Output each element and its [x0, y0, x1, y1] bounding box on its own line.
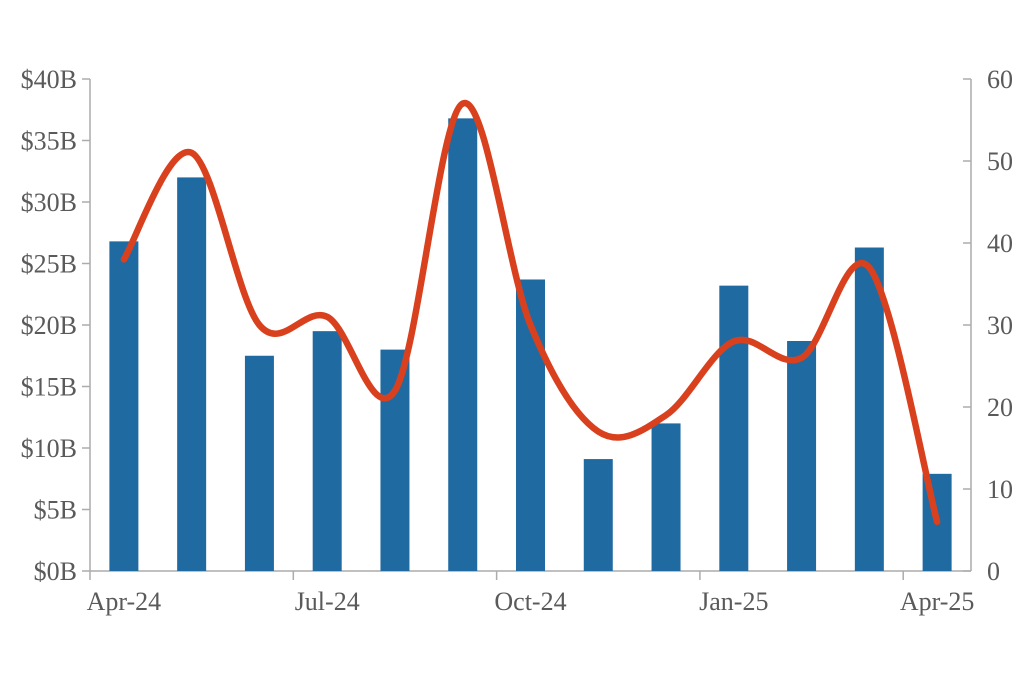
- bar-apr-24: [109, 241, 139, 572]
- bar-dec-24: [651, 423, 681, 571]
- right-axis-tick-label: 50: [987, 147, 1013, 176]
- left-axis-tick-label: $5B: [34, 496, 77, 525]
- left-axis-tick-label: $40B: [21, 65, 77, 94]
- x-axis-tick-label: Jan-25: [699, 587, 768, 616]
- bar-jun-24: [244, 355, 274, 571]
- bar-jul-24: [312, 331, 342, 571]
- x-axis-tick-label: Apr-25: [900, 587, 975, 616]
- left-axis-tick-label: $0B: [34, 557, 77, 586]
- left-axis-tick-label: $20B: [21, 311, 77, 340]
- right-axis-tick-label: 30: [987, 311, 1013, 340]
- bar-aug-24: [380, 349, 410, 571]
- left-axis-tick-label: $15B: [21, 373, 77, 402]
- right-axis-tick-label: 0: [987, 557, 1000, 586]
- bar-nov-24: [583, 459, 613, 571]
- bar-mar-25: [854, 247, 884, 571]
- left-axis-tick-label: $25B: [21, 250, 77, 279]
- left-axis-tick-label: $30B: [21, 188, 77, 217]
- bar-sep-24: [448, 118, 478, 572]
- left-axis-tick-label: $35B: [21, 127, 77, 156]
- bar-may-24: [177, 177, 207, 571]
- trend-line: [120, 100, 941, 526]
- left-axis-tick-label: $10B: [21, 434, 77, 463]
- x-axis-tick-label: Jul-24: [295, 587, 360, 616]
- x-axis-tick-label: Apr-24: [87, 587, 162, 616]
- right-axis-tick-label: 10: [987, 475, 1013, 504]
- bar-feb-25: [787, 340, 817, 571]
- right-axis-tick-label: 20: [987, 393, 1013, 422]
- bar-jan-25: [719, 285, 749, 571]
- x-axis-tick-label: Oct-24: [494, 587, 566, 616]
- right-axis-tick-label: 40: [987, 229, 1013, 258]
- right-axis-tick-label: 60: [987, 65, 1013, 94]
